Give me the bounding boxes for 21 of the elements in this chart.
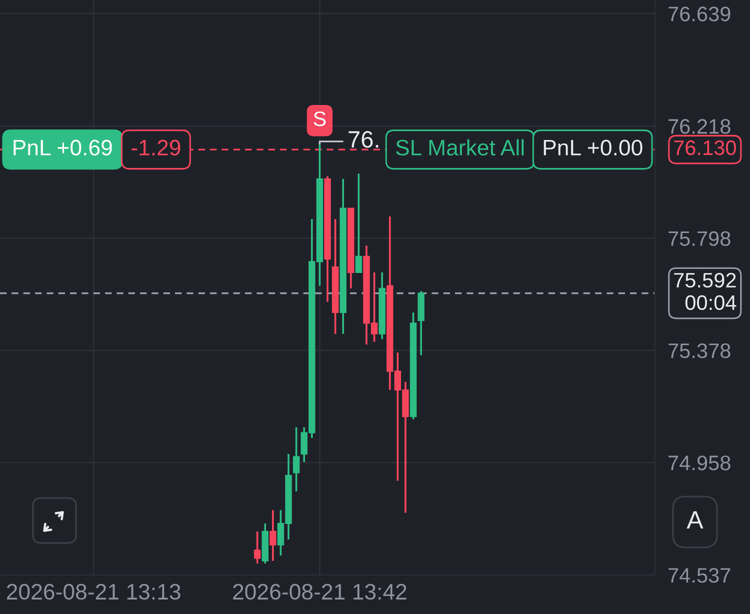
ref-line-label: 76.130 [674, 140, 736, 156]
candlestick [355, 172, 362, 274]
annotation: -1.29 [132, 140, 180, 156]
text: A [686, 511, 704, 528]
annotation: PnL +0.00 [544, 140, 642, 156]
annotation: SL Market All [396, 139, 524, 156]
y-tick-label: 76.639 [668, 6, 730, 22]
y-tick-label: 74.958 [668, 456, 730, 470]
candlestick [254, 530, 261, 564]
y-tick-label: 75.378 [668, 343, 730, 358]
annotation: S [314, 111, 326, 126]
annotation: PnL +0.69 [14, 140, 112, 156]
candlestick [292, 426, 300, 492]
y-tick-label: 76.218 [668, 119, 730, 134]
x-tick-label: 2026-08-21 13:13 [6, 584, 180, 600]
ref-line-label: 75.592 00:04 [674, 272, 736, 310]
y-tick-label: 75.798 [668, 231, 730, 246]
candlestick [270, 509, 276, 562]
x-tick-label: 2026-08-21 13:42 [233, 584, 406, 600]
y-tick-label: 74.537 [668, 568, 730, 583]
annotation: 76. [348, 131, 378, 148]
